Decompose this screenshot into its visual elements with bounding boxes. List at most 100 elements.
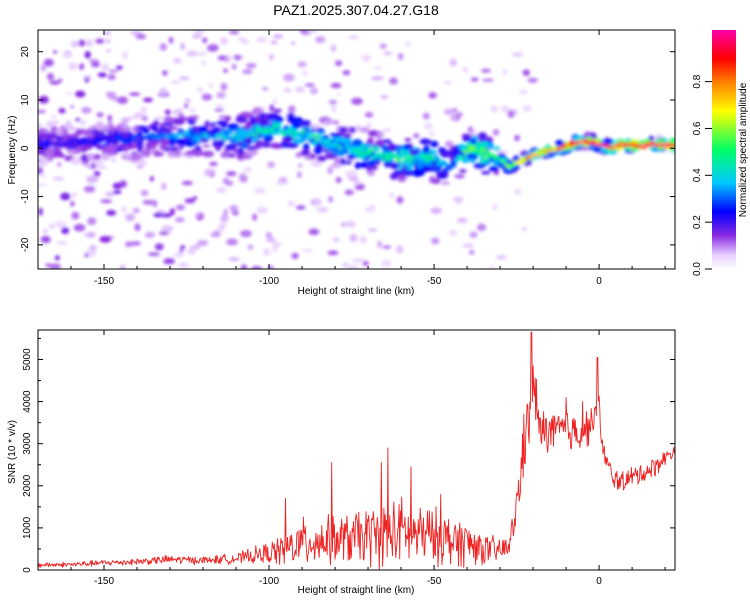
spectrogram-noise-blob (245, 62, 257, 69)
spectrogram-noise-blob (290, 41, 296, 46)
spectrogram-noise-blob (256, 206, 266, 214)
spectrogram-noise-blob (62, 53, 71, 58)
spectrogram-ridge-cell (241, 134, 247, 139)
spectrogram-noise-blob (181, 180, 194, 186)
spectrogram-noise-blob (371, 76, 382, 81)
spectrogram-noise-blob (106, 209, 117, 216)
spectrogram-ridge-cell (269, 128, 275, 133)
spectrogram-band-blob (286, 115, 298, 123)
spectrogram-band-blob (46, 120, 56, 128)
spectrogram-noise-blob (364, 111, 374, 118)
spectrogram-band-blob (349, 126, 356, 134)
spectrogram-band-blob (70, 157, 82, 166)
spectrogram-band-blob (329, 132, 342, 137)
spectrogram-ridge-cell (253, 132, 259, 137)
spectrogram-noise-blob (74, 90, 86, 98)
spectrogram-noise-blob (190, 244, 201, 250)
spectrogram-noise-blob (82, 76, 92, 80)
snr-series-line (38, 331, 675, 570)
snr-ytick-label: 0 (22, 567, 33, 573)
spectrogram-noise-blob (216, 187, 227, 194)
spectrogram-noise-blob (330, 44, 337, 53)
spectrogram-ridge-cell (120, 136, 126, 141)
spectrogram-noise-blob (231, 210, 239, 216)
spectrogram-ridge-cell (41, 142, 47, 146)
spectrogram-noise-blob (49, 263, 61, 269)
spectrogram-noise-blob (217, 55, 227, 61)
spectrogram-noise-blob (101, 63, 110, 71)
spectrogram-noise-blob (194, 213, 201, 218)
spectrogram-band-blob (485, 160, 492, 165)
spectrogram-noise-blob (180, 42, 185, 51)
spectrogram-band-blob (53, 120, 59, 126)
snr-frame (37, 329, 676, 571)
spectrogram-noise-blob (38, 166, 44, 175)
spectrogram-band-blob (159, 144, 168, 151)
spectrogram-ridge-cell (384, 151, 390, 156)
spectrogram-ytick-label: -20 (20, 237, 31, 252)
spectrogram-noise-blob (242, 69, 253, 75)
spectrogram-noise-blob (351, 97, 363, 105)
spectrogram-band-blob (459, 169, 467, 173)
snr-xtick-label: -50 (427, 576, 442, 587)
spectrogram-band-blob (291, 122, 301, 129)
spectrogram-noise-blob (251, 265, 263, 269)
spectrogram-ridge-cell (259, 130, 265, 134)
spectrogram-noise-blob (144, 231, 156, 239)
colorbar-tick-label: 0.4 (692, 168, 703, 182)
spectrogram-noise-blob (341, 222, 346, 227)
spectrogram-noise-blob (348, 35, 359, 40)
spectrogram-noise-blob (71, 211, 80, 220)
snr-panel: -150 -100 -50 0 0 1000 2000 3000 4000 5000 Height… (7, 329, 676, 596)
spectrogram-noise-blob (192, 196, 198, 200)
spectrogram-band-blob (184, 150, 196, 156)
spectrogram-band-blob (466, 153, 472, 159)
spectrogram-noise-blob (304, 83, 315, 87)
spectrogram-noise-blob (78, 39, 86, 47)
spectrogram-ridge-cell (415, 154, 421, 159)
spectrogram-ridge-cell (261, 133, 267, 138)
spectrogram-band-blob (190, 115, 199, 121)
spectrogram-noise-blob (380, 94, 389, 100)
spectrogram-noise-blob (128, 92, 141, 96)
spectrogram-ridge-cell (417, 157, 423, 162)
spectrogram-noise-blob (192, 33, 202, 39)
spectrogram-band-blob (169, 146, 179, 152)
spectrogram-noise-blob (513, 188, 523, 195)
spectrogram-noise-blob (112, 182, 123, 190)
spectrogram-noise-blob (57, 161, 62, 168)
spectrogram-band-blob (433, 165, 441, 173)
spectrogram-noise-blob (94, 170, 101, 177)
spectrogram-noise-blob (395, 245, 404, 254)
spectrogram-noise-blob (240, 264, 248, 269)
spectrogram-noise-blob (38, 95, 49, 104)
spectrogram-noise-blob (132, 207, 141, 214)
spectrogram-noise-blob (240, 230, 252, 238)
spectrogram-band-blob (458, 143, 466, 151)
spectrogram-noise-blob (243, 167, 253, 173)
spectrogram-heatmap (38, 30, 675, 269)
spectrogram-ridge-cell (79, 140, 85, 144)
spectrogram-band-blob (174, 138, 186, 145)
spectrogram-band-blob (372, 145, 380, 152)
spectrogram-band-blob (293, 138, 305, 144)
spectrogram-ridge-cell (81, 136, 87, 141)
spectrogram-noise-blob (70, 104, 75, 109)
spectrogram-noise-blob (218, 223, 227, 229)
spectrogram-noise-blob (56, 241, 68, 245)
spectrogram-noise-blob (226, 238, 238, 246)
spectrogram-band-blob (173, 118, 185, 125)
spectrogram-band-blob (442, 151, 452, 157)
spectrogram-band-blob (330, 162, 342, 169)
spectrogram-noise-blob (201, 60, 207, 67)
spectrogram-noise-blob (202, 144, 211, 148)
snr-xtick-label: -100 (259, 576, 279, 587)
spectrogram-band-blob (38, 149, 44, 155)
spectrogram-band-blob (162, 122, 174, 127)
spectrogram-band-blob (354, 161, 361, 170)
spectrogram-band-blob (38, 132, 50, 140)
spectrogram-noise-blob (283, 73, 295, 82)
spectrogram-band-blob (322, 119, 334, 125)
spectrogram-noise-blob (351, 258, 364, 263)
spectrogram-ridge-cell (237, 137, 243, 142)
